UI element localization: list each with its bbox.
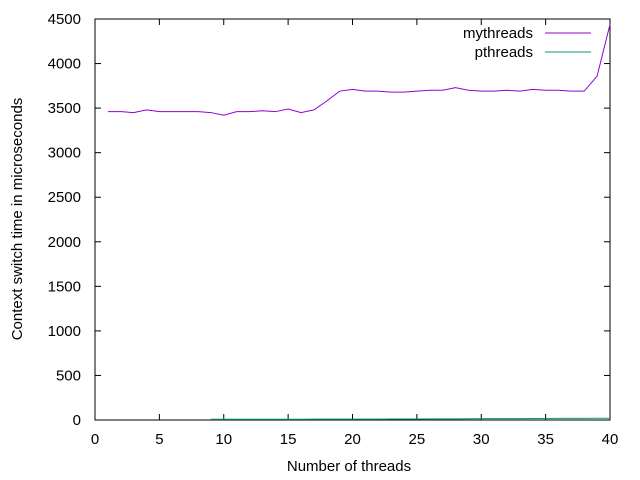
- series-line-pthreads: [210, 417, 610, 420]
- x-tick-label: 40: [602, 431, 619, 448]
- x-tick-label: 0: [91, 431, 99, 448]
- x-tick-label: 5: [155, 431, 163, 448]
- x-tick-label: 10: [215, 431, 232, 448]
- y-tick-label: 4500: [48, 11, 81, 28]
- legend-label-mythreads: mythreads: [463, 25, 533, 42]
- x-axis-label: Number of threads: [287, 458, 411, 475]
- x-tick-label: 30: [473, 431, 490, 448]
- plot-border: [94, 18, 611, 421]
- y-axis-label: Context switch time in microseconds: [9, 98, 26, 341]
- y-tick-label: 4000: [48, 56, 81, 73]
- x-tick-label: 25: [409, 431, 426, 448]
- legend: mythreads pthreads: [463, 25, 591, 61]
- y-tick-label: 1500: [48, 278, 81, 295]
- y-tick-label: 3500: [48, 100, 81, 117]
- x-tick-label: 15: [280, 431, 297, 448]
- y-tick-label: 0: [73, 412, 81, 429]
- x-axis: 0 5 10 15 20 25 30 35 40: [91, 19, 619, 448]
- y-tick-label: 1000: [48, 323, 81, 340]
- y-tick-label: 500: [56, 367, 81, 384]
- series-line-mythreads: [107, 24, 611, 116]
- y-tick-label: 2000: [48, 234, 81, 251]
- legend-label-pthreads: pthreads: [475, 44, 533, 61]
- y-axis: 0 500 1000 1500 2000 2500 3000 3500 4000 4500: [48, 11, 610, 429]
- x-tick-label: 35: [537, 431, 554, 448]
- x-tick-label: 20: [344, 431, 361, 448]
- y-tick-label: 3000: [48, 145, 81, 162]
- series-layer: [107, 24, 611, 420]
- y-tick-label: 2500: [48, 189, 81, 206]
